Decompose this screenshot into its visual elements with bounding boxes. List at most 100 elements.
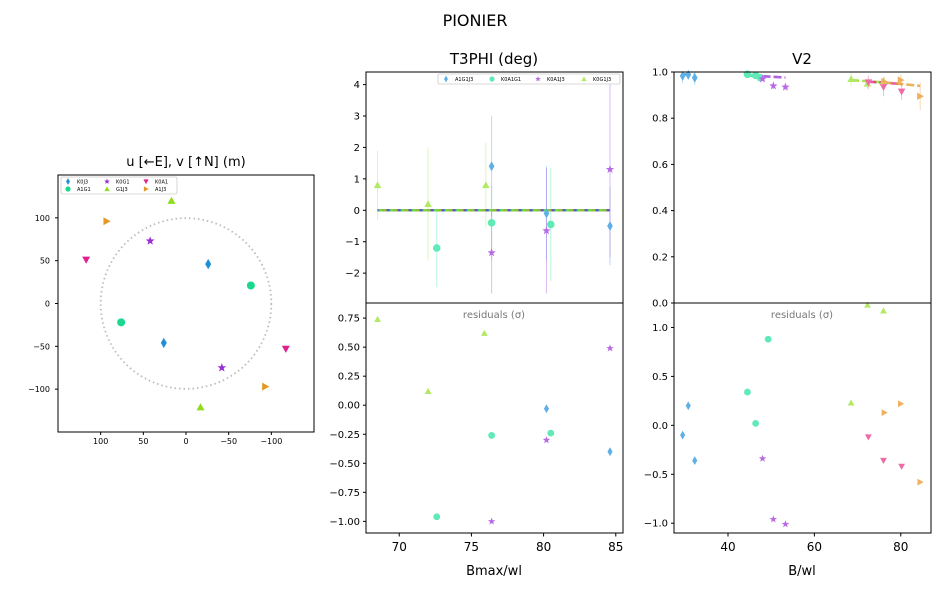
uv-xtick-label: 0	[183, 437, 188, 446]
t3phi-point-k0a1g1	[432, 244, 441, 252]
uv-point-k0a1	[82, 256, 91, 264]
uv-point-a1g1	[246, 281, 255, 290]
t3phi-residual-k0a1g1	[547, 429, 555, 437]
uv-frame	[57, 174, 315, 433]
v2-xtick-label: 80	[893, 540, 908, 554]
v2-residual-a1g1	[744, 388, 751, 396]
t3phi-res-ytick-label: −0.50	[329, 459, 360, 470]
uv-xtick-label: 100	[93, 437, 108, 446]
v2-residual-a1j3	[881, 409, 888, 417]
v2-point-k0g1	[758, 74, 767, 83]
t3phi-ytick-label: 3	[354, 112, 360, 123]
v2-point-k0j3	[679, 70, 686, 81]
uv-point-k0a1	[281, 345, 290, 353]
uv-legend-label: G1J3	[116, 187, 128, 193]
v2-point-k0g1	[769, 81, 778, 90]
t3phi-legend-label: A1G1J3	[455, 77, 473, 83]
t3phi-ytick-label: 2	[354, 143, 360, 154]
v2-ytick-label: 0.6	[652, 160, 668, 171]
v2-point-g1j3	[847, 75, 855, 82]
uv-legend-label: K0J3	[77, 180, 88, 186]
uv-title: u [←E], v [↑N] (m)	[126, 155, 245, 170]
t3phi-point-k0g1j3	[373, 181, 382, 189]
t3phi-residuals-label: residuals (σ)	[463, 310, 525, 321]
uv-point-k0j3	[205, 258, 212, 270]
t3phi-legend-marker	[444, 75, 448, 83]
v2-point-k0j3	[691, 72, 698, 83]
v2-residuals-frame	[673, 302, 932, 534]
v2-point-a1j3	[881, 77, 889, 86]
t3phi-plot-area: −2 −1 0 1 2 3 4 A1G1J3 K0A1G1 K0A1J3 K0G1J3	[345, 73, 621, 294]
t3phi-residual-a1g1j3	[543, 404, 550, 414]
v2-residual-k0a1	[898, 463, 906, 470]
v2-residuals-label: residuals (σ)	[771, 310, 833, 321]
t3phi-legend-marker	[489, 76, 495, 82]
t3phi-point-k0a1g1	[487, 219, 496, 227]
v2-residual-a1j3	[898, 400, 905, 408]
v2-res-ytick-label: −1.0	[644, 519, 668, 530]
uv-legend-label: K0A1	[155, 180, 168, 186]
uv-legend-label: A1G1	[77, 187, 91, 193]
v2-residual-a1g1	[752, 419, 760, 427]
t3phi-panel: T3PHI (deg) −2 −1 0 1 2 3 4 A1G1J3 K0A1G1 K0A1J3 K…	[345, 50, 624, 304]
t3phi-residual-k0g1j3	[374, 315, 381, 322]
uv-xtick-label: −50	[220, 437, 237, 446]
t3phi-xlabel: Bmax/wl	[466, 564, 522, 579]
t3phi-point-a1g1j3	[607, 221, 613, 231]
uv-point-k0j3	[160, 337, 167, 349]
t3phi-residual-k0a1j3	[542, 436, 551, 444]
t3phi-ytick-label: 0	[354, 206, 360, 217]
t3phi-ytick-label: 4	[354, 80, 360, 91]
uv-xtick-label: 50	[138, 437, 148, 446]
v2-plot-area: 0.0 0.2 0.4 0.6 0.8 1.0	[652, 68, 925, 310]
v2-ytick-label: 0.2	[652, 252, 668, 263]
t3phi-title: T3PHI (deg)	[449, 50, 538, 68]
t3phi-legend-marker	[535, 76, 541, 82]
figure-title: PIONIER	[443, 11, 508, 30]
v2-res-ytick-label: −0.5	[644, 470, 668, 481]
t3phi-residual-k0a1g1	[488, 432, 496, 439]
t3phi-point-k0g1j3	[482, 181, 490, 189]
uv-legend-box	[60, 176, 178, 195]
v2-xtick-label: 40	[720, 540, 735, 554]
uv-point-k0g1	[145, 236, 155, 245]
v2-frame	[673, 71, 932, 304]
v2-res-ytick-label: 0.0	[652, 421, 668, 432]
t3phi-ytick-label: −2	[345, 269, 360, 280]
v2-ytick-label: 0.0	[652, 299, 668, 310]
v2-residual-g1j3	[880, 307, 887, 314]
v2-residual-k0g1	[769, 515, 778, 523]
uv-point-g1j3	[196, 403, 205, 411]
t3phi-point-k0a1j3	[542, 226, 551, 235]
v2-res-ytick-label: 1.0	[652, 323, 668, 334]
v2-model-line	[884, 81, 921, 88]
t3phi-legend-box	[437, 73, 621, 85]
uv-ytick-label: 100	[35, 214, 50, 223]
uv-legend-marker	[65, 186, 71, 192]
v2-point-a1j3	[917, 92, 925, 101]
t3phi-xtick-label: 75	[464, 540, 479, 554]
v2-residual-g1j3	[847, 399, 855, 406]
t3phi-res-ytick-label: −0.75	[329, 488, 360, 499]
t3phi-point-a1g1j3	[543, 208, 550, 219]
uv-legend-marker	[104, 186, 110, 192]
uv-ytick-label: −100	[28, 385, 50, 394]
t3phi-residual-a1g1j3	[607, 447, 613, 457]
t3phi-legend-marker	[581, 76, 587, 82]
v2-residual-a1g1	[764, 335, 772, 343]
v2-point-k0j3	[685, 69, 692, 80]
uv-point-k0g1	[217, 363, 227, 372]
v2-point-k0g1	[781, 82, 790, 91]
uv-point-a1j3	[103, 217, 111, 226]
t3phi-residual-k0g1j3	[480, 329, 488, 336]
v2-residual-k0a1	[864, 434, 872, 441]
t3phi-res-ytick-label: 0.75	[338, 314, 360, 325]
v2-ytick-label: 0.4	[652, 206, 668, 217]
t3phi-legend-label: K0A1J3	[547, 77, 565, 83]
t3phi-residuals-panel: 0.75 0.50 0.25 0.00 −0.25 −0.50 −0.75 −1.00 70 75…	[329, 302, 624, 579]
t3phi-frame	[365, 71, 624, 304]
uv-baseline-circle	[99, 217, 273, 390]
uv-ytick-label: −50	[33, 342, 50, 351]
